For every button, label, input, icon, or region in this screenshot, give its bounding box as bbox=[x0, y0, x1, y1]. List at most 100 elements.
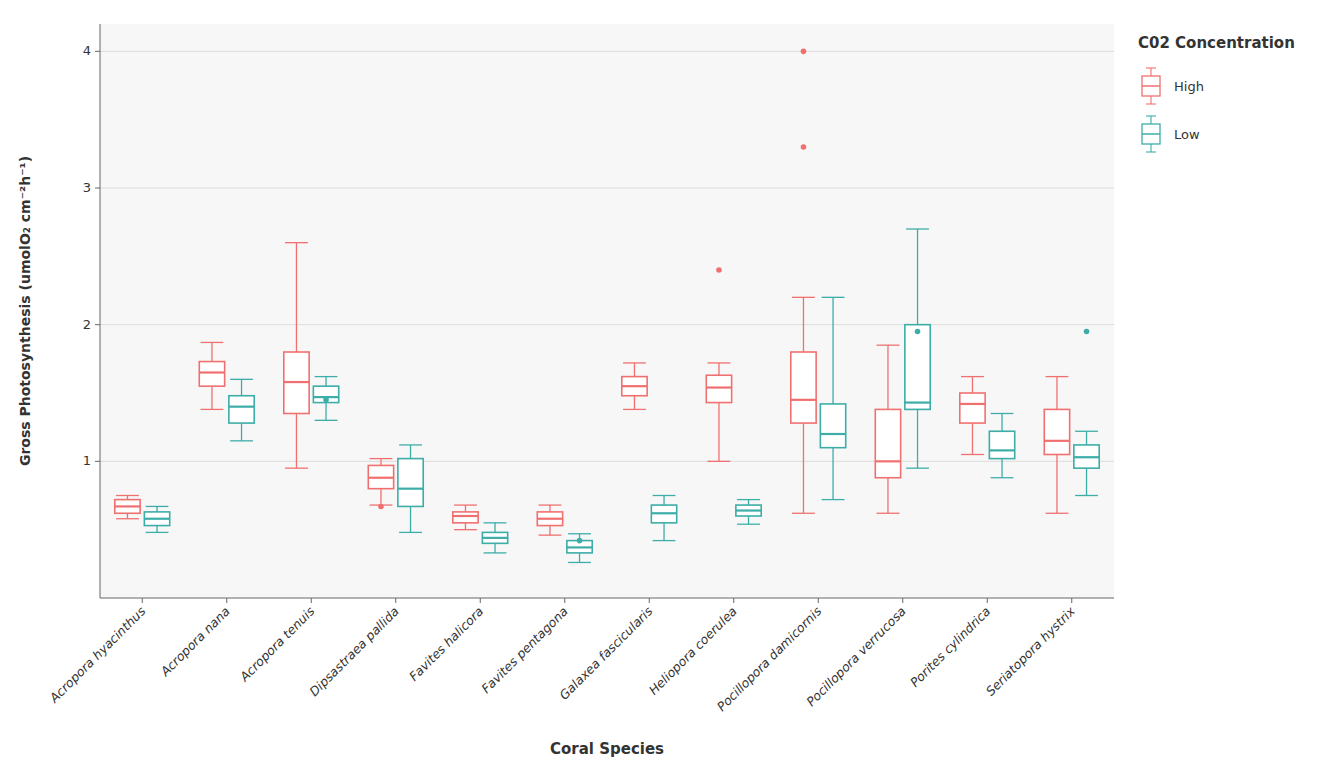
whisker-lower bbox=[127, 513, 128, 518]
box-body bbox=[820, 404, 845, 448]
box-body bbox=[482, 532, 507, 543]
x-tick bbox=[649, 598, 650, 603]
whisker-lower bbox=[1056, 455, 1057, 514]
cap-lower bbox=[116, 518, 139, 519]
box-body bbox=[1074, 445, 1099, 468]
whisker-lower bbox=[832, 448, 833, 500]
whisker-upper bbox=[917, 229, 918, 325]
box bbox=[453, 505, 478, 530]
whisker-upper bbox=[296, 243, 297, 352]
whisker-upper bbox=[832, 297, 833, 404]
whisker-lower bbox=[241, 423, 242, 441]
box-body bbox=[706, 375, 731, 402]
y-axis-line bbox=[100, 24, 101, 598]
cap-upper bbox=[737, 499, 760, 500]
median bbox=[229, 406, 254, 408]
legend-cap bbox=[1146, 103, 1156, 104]
cap-lower bbox=[484, 552, 507, 553]
whisker-lower bbox=[1001, 459, 1002, 478]
box-body bbox=[989, 431, 1014, 458]
legend-box bbox=[1142, 76, 1160, 96]
cap-lower bbox=[315, 420, 338, 421]
box-body bbox=[144, 512, 169, 526]
median bbox=[622, 385, 647, 387]
x-tick bbox=[818, 598, 819, 603]
box-body bbox=[651, 505, 676, 523]
box bbox=[706, 267, 731, 461]
cap-lower bbox=[906, 468, 929, 469]
grid-line bbox=[100, 188, 1114, 189]
whisker-lower bbox=[410, 506, 411, 532]
whisker-upper bbox=[494, 523, 495, 533]
cap-upper bbox=[146, 506, 169, 507]
cap-lower bbox=[991, 477, 1014, 478]
whisker-upper bbox=[663, 496, 664, 506]
whisker-upper bbox=[803, 297, 804, 352]
x-tick-label: Dipsastraea pallida bbox=[306, 604, 402, 700]
cap-lower bbox=[201, 409, 224, 410]
legend-icon bbox=[1142, 116, 1160, 152]
median bbox=[960, 403, 985, 405]
whisker-upper bbox=[1086, 431, 1087, 445]
box-series bbox=[144, 229, 1099, 562]
box-body bbox=[115, 500, 140, 514]
flier bbox=[801, 49, 807, 55]
whisker-upper bbox=[748, 500, 749, 505]
whisker-upper bbox=[887, 345, 888, 409]
x-tick-label: Porites cylindrica bbox=[907, 604, 993, 690]
box bbox=[284, 243, 309, 468]
legend-median bbox=[1142, 85, 1160, 87]
whisker-lower bbox=[549, 526, 550, 536]
cap-lower bbox=[454, 529, 477, 530]
legend-cap bbox=[1146, 115, 1156, 116]
grid-line bbox=[100, 51, 1114, 52]
x-tick bbox=[902, 598, 903, 603]
x-tick bbox=[1071, 598, 1072, 603]
box bbox=[537, 505, 562, 535]
median bbox=[736, 509, 761, 511]
legend-box bbox=[1142, 124, 1160, 144]
median bbox=[284, 381, 309, 383]
box bbox=[313, 377, 338, 421]
boxes bbox=[115, 49, 1099, 563]
box bbox=[199, 342, 224, 409]
cap-lower bbox=[568, 562, 591, 563]
cap-lower bbox=[792, 513, 815, 514]
x-tick bbox=[226, 598, 227, 603]
x-tick-label: Pocillopora verrucosa bbox=[803, 604, 909, 710]
flier bbox=[577, 538, 583, 544]
box bbox=[1074, 329, 1099, 496]
box-body bbox=[736, 505, 761, 516]
cap-lower bbox=[737, 524, 760, 525]
x-tick-label: Acropora hyacinthus bbox=[46, 603, 149, 706]
box bbox=[398, 445, 423, 532]
box-body bbox=[875, 409, 900, 477]
legend-label: High bbox=[1174, 79, 1204, 94]
box-body bbox=[368, 465, 393, 488]
grid-line bbox=[100, 461, 1114, 462]
cap-lower bbox=[1075, 495, 1098, 496]
whisker-lower bbox=[325, 403, 326, 421]
legend-title: C02 Concentration bbox=[1138, 34, 1295, 52]
whisker-lower bbox=[494, 543, 495, 553]
whisker-upper bbox=[1001, 414, 1002, 432]
median bbox=[368, 477, 393, 479]
x-tick bbox=[733, 598, 734, 603]
legend-median bbox=[1142, 133, 1160, 135]
cap-upper bbox=[961, 376, 984, 377]
y-tick bbox=[95, 324, 100, 325]
median bbox=[537, 518, 562, 520]
box bbox=[820, 297, 845, 499]
legend-cap bbox=[1146, 151, 1156, 152]
cap-upper bbox=[653, 495, 676, 496]
x-tick bbox=[564, 598, 565, 603]
whisker-lower bbox=[887, 478, 888, 514]
flier bbox=[915, 329, 921, 335]
whisker-lower bbox=[380, 489, 381, 505]
legend: C02 ConcentrationHighLow bbox=[1138, 34, 1295, 152]
cap-lower bbox=[285, 468, 308, 469]
x-axis-line bbox=[100, 598, 1114, 599]
cap-upper bbox=[877, 345, 900, 346]
cap-upper bbox=[792, 297, 815, 298]
median bbox=[1074, 456, 1099, 458]
